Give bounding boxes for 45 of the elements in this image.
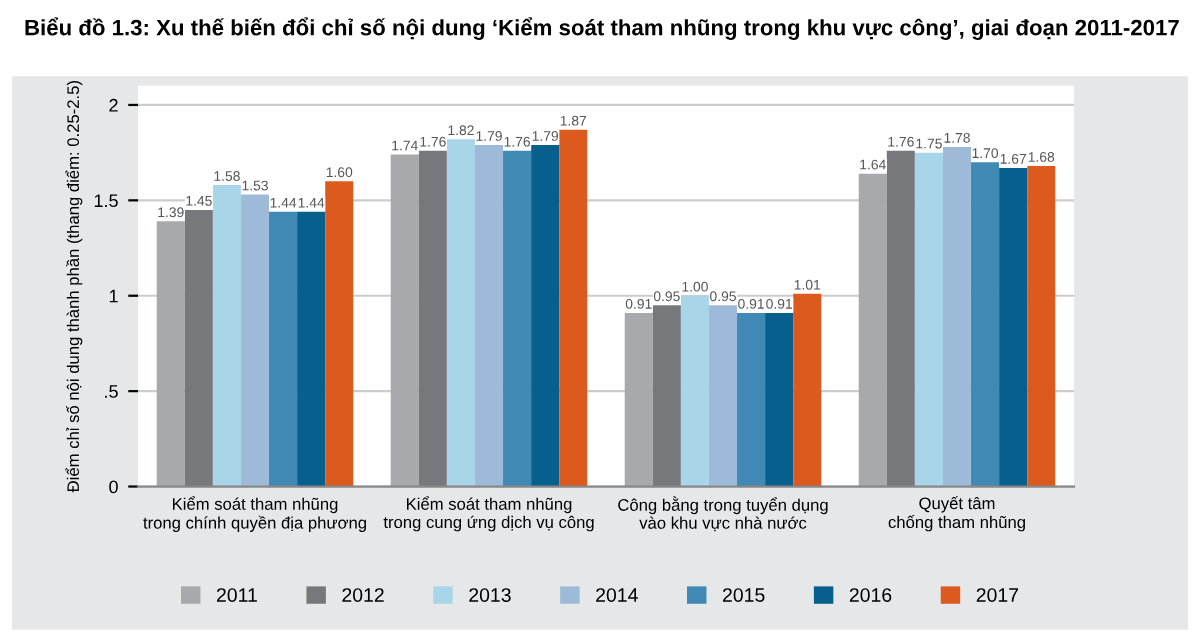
legend-label: 2011 — [216, 588, 257, 602]
chart-title: Biểu đồ 1.3: Xu thế biến đổi chỉ số nội dung ‘Kiểm soát tham nhũng trong khu vực công’, giai đoạn 2011-2017 — [25, 17, 1179, 40]
bar — [297, 211, 326, 487]
bar — [559, 129, 588, 487]
y-tick-label: 1.5 — [94, 194, 118, 208]
y-tick-label: .5 — [105, 385, 118, 398]
bar — [269, 211, 298, 487]
legend-label: 2013 — [469, 588, 511, 602]
bar — [971, 162, 1000, 487]
y-tick-label: 2 — [109, 98, 118, 112]
bar — [737, 312, 766, 487]
x-tick-label: Công bằng trong tuyển dụng vào khu vực nhà nước — [618, 496, 828, 532]
y-tick-label: 0 — [109, 480, 118, 494]
x-tick-label: Quyết tâm chống tham nhũng — [888, 496, 1025, 532]
legend-label: 2016 — [849, 588, 892, 602]
bar — [212, 185, 241, 487]
bar — [708, 305, 738, 487]
bar — [914, 152, 943, 487]
bar — [624, 312, 653, 487]
bar — [325, 181, 354, 487]
bar — [418, 150, 447, 487]
bar — [503, 150, 532, 487]
legend-label: 2017 — [976, 588, 1019, 602]
bar — [1027, 166, 1056, 487]
bar — [886, 150, 915, 487]
bar — [942, 146, 972, 487]
legend-label: 2012 — [342, 588, 384, 602]
bar — [184, 209, 213, 487]
bar — [531, 145, 560, 487]
bar — [652, 305, 681, 487]
y-tick-label: 1 — [109, 289, 118, 303]
bar — [156, 221, 185, 487]
bar — [240, 194, 270, 487]
y-axis-title: Điểm chỉ số nội dung thành phần (thang điểm: 0.25-2.5) — [65, 81, 83, 493]
bar — [765, 312, 794, 487]
x-tick-label: Kiểm soát tham nhũng trong chính quyền địa phương — [143, 496, 366, 532]
bar — [858, 173, 887, 487]
x-tick-label: Kiểm soát tham nhũng trong cung ứng dịch vụ công — [383, 496, 594, 532]
bar — [446, 139, 475, 487]
legend-label: 2014 — [596, 588, 638, 602]
bar — [474, 145, 504, 487]
legend-label: 2015 — [723, 588, 765, 602]
bar — [390, 154, 419, 487]
bar — [793, 293, 822, 487]
bar — [680, 295, 709, 487]
